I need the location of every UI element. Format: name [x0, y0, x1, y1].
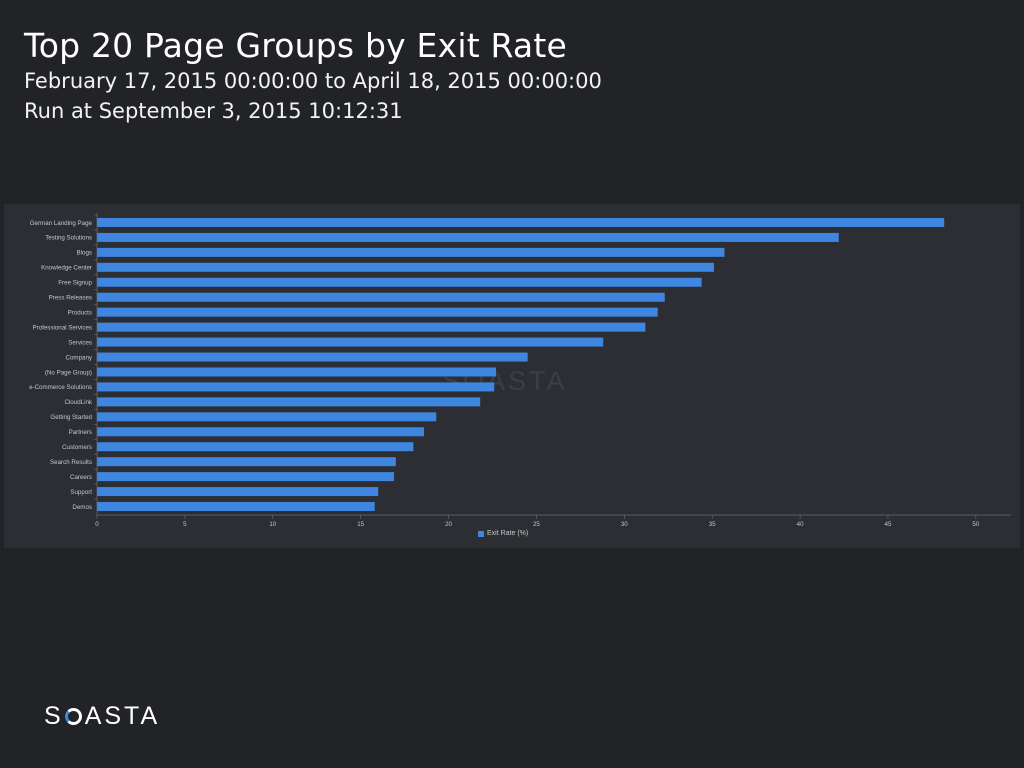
legend-label: Exit Rate (%): [487, 530, 529, 537]
logo-text-start: S: [44, 702, 64, 730]
bar[interactable]: [97, 367, 496, 377]
category-label: Products: [68, 309, 92, 316]
x-tick-label: 10: [269, 521, 276, 528]
bar[interactable]: [97, 307, 658, 317]
date-range: February 17, 2015 00:00:00 to April 18, …: [24, 69, 602, 93]
bar[interactable]: [97, 277, 702, 287]
category-label: Free Signup: [58, 280, 92, 287]
category-label: German Landing Page: [30, 220, 93, 227]
soasta-logo: S ASTA: [44, 702, 160, 731]
category-label: (No Page Group): [45, 369, 92, 376]
category-label: Support: [70, 489, 92, 496]
category-label: CloudLink: [64, 399, 92, 406]
logo-ring-icon: [64, 708, 82, 725]
bar[interactable]: [97, 247, 725, 257]
category-label: Demos: [72, 504, 92, 511]
bar[interactable]: [97, 442, 414, 452]
bar[interactable]: [97, 487, 379, 497]
category-label: Customers: [62, 444, 92, 451]
x-tick-label: 35: [709, 521, 716, 528]
bar[interactable]: [97, 502, 375, 512]
x-tick-label: 45: [885, 521, 892, 528]
category-label: Getting Started: [50, 414, 92, 421]
category-label: Partners: [69, 429, 92, 436]
legend-swatch: [478, 530, 484, 537]
bar[interactable]: [97, 232, 839, 242]
bar[interactable]: [97, 217, 945, 227]
x-tick-label: 30: [621, 521, 628, 528]
logo-text-end: ASTA: [84, 702, 161, 730]
x-tick-label: 15: [357, 521, 364, 528]
bar[interactable]: [97, 412, 437, 422]
report-title: Top 20 Page Groups by Exit Rate: [24, 26, 567, 65]
bar[interactable]: [97, 427, 424, 437]
run-timestamp: Run at September 3, 2015 10:12:31: [24, 99, 403, 123]
bar[interactable]: [97, 382, 495, 392]
x-tick-label: 0: [95, 521, 99, 528]
category-label: Press Releases: [49, 295, 92, 302]
x-tick-label: 20: [445, 521, 452, 528]
bar[interactable]: [97, 457, 396, 467]
exit-rate-chart: SOASTA German Landing Page Testing Soluti…: [4, 204, 1020, 548]
bar[interactable]: [97, 352, 528, 362]
x-tick-label: 40: [797, 521, 804, 528]
bar[interactable]: [97, 292, 665, 302]
bar[interactable]: [97, 262, 714, 272]
x-tick-label: 5: [183, 521, 187, 528]
category-label: Company: [66, 354, 93, 361]
bar[interactable]: [97, 322, 646, 332]
chart-legend[interactable]: Exit Rate (%): [478, 530, 528, 537]
bar[interactable]: [97, 397, 481, 407]
x-tick-label: 50: [972, 521, 979, 528]
category-label: Careers: [70, 474, 92, 481]
x-tick-label: 25: [533, 521, 540, 528]
category-label: Services: [68, 339, 92, 346]
bar-chart-svg: German Landing Page Testing Solutions Blog…: [29, 213, 1011, 528]
category-label: Search Results: [50, 459, 92, 466]
category-label: Testing Solutions: [45, 235, 92, 242]
bar[interactable]: [97, 337, 604, 347]
category-label: Knowledge Center: [41, 265, 92, 272]
report-header: Top 20 Page Groups by Exit Rate February…: [24, 26, 602, 126]
category-label: Professional Services: [33, 324, 93, 331]
category-label: Blogs: [77, 250, 92, 257]
category-label: e-Commerce Solutions: [29, 384, 92, 391]
bar[interactable]: [97, 472, 395, 482]
